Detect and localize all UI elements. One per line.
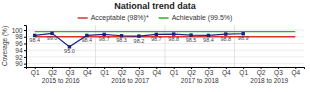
marks: [33, 32, 295, 49]
y-tick: 90: [15, 60, 26, 67]
data-label: 98.7: [151, 36, 162, 42]
data-label: 98.4: [203, 37, 214, 43]
x-tick: Q4: [222, 67, 231, 77]
y-tick-label: 96: [15, 40, 23, 47]
y-tick-label: 94: [15, 47, 23, 54]
y-tick: 98: [15, 33, 26, 40]
y-tick-label: 100: [12, 27, 23, 34]
y-tick-mark: [24, 43, 26, 44]
threshold-line: [35, 36, 296, 37]
x-tick: Q1: [31, 67, 40, 77]
x-tick: Q3: [135, 67, 144, 77]
data-label: 98.7: [99, 36, 110, 42]
data-label: 98.4: [29, 37, 40, 43]
x-tick-label: Q1: [31, 69, 40, 77]
y-tick-label: 98: [15, 33, 23, 40]
x-tick: Q4: [152, 67, 161, 77]
x-tick-label: Q3: [205, 69, 214, 77]
y-tick-label: 90: [15, 60, 23, 67]
y-tick-mark: [24, 37, 26, 38]
data-label: 98.8: [220, 36, 231, 42]
legend: Acceptable (98%)* Achievable (99.5%): [78, 14, 233, 22]
x-tick: Q1: [239, 67, 248, 77]
x-tick: Q1: [100, 67, 109, 77]
x-tick-label: Q2: [257, 69, 266, 77]
x-tick-label: Q2: [187, 69, 196, 77]
y-axis-title: Coverage (%): [1, 26, 9, 66]
y-tick-mark: [24, 50, 26, 51]
data-label: 98.3: [116, 37, 127, 43]
data-label: 99.0: [47, 35, 58, 41]
x-tick: Q4: [83, 67, 92, 77]
x-tick-label: Q2: [118, 69, 127, 77]
threshold-line: [35, 31, 296, 32]
grid-line: [26, 36, 304, 37]
x-tick-label: Q1: [170, 69, 179, 77]
legend-swatch: [78, 17, 88, 19]
x-tick-label: Q3: [274, 69, 283, 77]
y-tick-label: 92: [15, 54, 23, 61]
x-tick-label: Q3: [135, 69, 144, 77]
data-labels: 98.4 99.0 95.0 98.4 98.7 98.3 98.2 98.7 98.8 98.5…: [29, 35, 248, 54]
x-tick-label: Q4: [83, 69, 92, 77]
legend-swatch: [159, 17, 169, 19]
data-label: 95.0: [64, 48, 75, 54]
data-label: 98.9: [238, 35, 249, 41]
legend-entry: Acceptable (98%)*: [78, 14, 149, 22]
x-tick: Q2: [187, 67, 196, 77]
title: National trend data: [114, 1, 197, 11]
group-label: 2018 to 2019: [250, 77, 288, 84]
y-tick: 96: [15, 40, 26, 47]
group-label: 2016 to 2017: [111, 77, 149, 84]
y-tick: 100: [12, 27, 26, 34]
y-axis-line: [24, 26, 27, 68]
y-tick-mark: [24, 30, 26, 31]
group-label: 2017 to 2018: [181, 77, 219, 84]
x-axis: Q1 Q2 Q3 Q4 Q1 Q2 Q3 Q4 Q1 Q2 Q3 Q4 Q1 Q2 Q3 Q4: [27, 67, 305, 77]
x-tick-label: Q4: [222, 69, 231, 77]
x-tick: Q1: [170, 67, 179, 77]
legend-label: Acceptable (98%)*: [91, 14, 149, 22]
x-tick-label: Q4: [152, 69, 161, 77]
data-label: 98.8: [168, 36, 179, 42]
x-tick: Q3: [274, 67, 283, 77]
data-label: 98.4: [81, 37, 92, 43]
x-tick-label: Q3: [66, 69, 75, 77]
legend-label: Achievable (99.5%): [172, 14, 233, 22]
x-tick: Q2: [48, 67, 57, 77]
x-tick-label: Q1: [100, 69, 109, 77]
x-tick: Q4: [291, 67, 300, 77]
y-tick-mark: [24, 57, 26, 58]
x-tick: Q2: [257, 67, 266, 77]
data-label: 98.2: [134, 38, 145, 44]
y-tick: 94: [15, 47, 26, 54]
plot: 9092949698100Q1Q2Q3Q4Q1Q2Q3Q4Q1Q2Q3Q4Q1Q…: [12, 25, 305, 84]
legend-entry: Achievable (99.5%): [159, 14, 233, 22]
x-tick: Q3: [66, 67, 75, 77]
chart: 9092949698100Q1Q2Q3Q4Q1Q2Q3Q4Q1Q2Q3Q4Q1Q…: [0, 0, 310, 92]
x-tick: Q2: [118, 67, 127, 77]
data-label: 98.5: [186, 37, 197, 43]
x-tick-label: Q1: [239, 69, 248, 77]
x-tick-label: Q4: [291, 69, 300, 77]
y-tick-mark: [24, 64, 26, 65]
data-line: [35, 33, 244, 46]
y-axis: 9092949698100: [12, 26, 27, 68]
y-tick: 92: [15, 54, 26, 61]
x-tick-label: Q2: [48, 69, 57, 77]
x-tick: Q3: [205, 67, 214, 77]
group-label: 2015 to 2016: [42, 77, 80, 84]
